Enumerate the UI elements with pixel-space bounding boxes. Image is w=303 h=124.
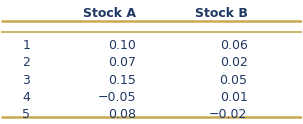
Text: Stock B: Stock B xyxy=(195,7,248,20)
Text: 0.05: 0.05 xyxy=(220,74,248,87)
Text: 0.15: 0.15 xyxy=(108,74,136,87)
Text: 0.08: 0.08 xyxy=(108,108,136,121)
Text: 4: 4 xyxy=(22,91,30,104)
Text: 0.02: 0.02 xyxy=(220,56,248,69)
Text: −0.05: −0.05 xyxy=(98,91,136,104)
Text: 0.06: 0.06 xyxy=(220,39,248,52)
Text: 3: 3 xyxy=(22,74,30,87)
Text: 0.01: 0.01 xyxy=(220,91,248,104)
Text: 0.10: 0.10 xyxy=(108,39,136,52)
Text: 0.07: 0.07 xyxy=(108,56,136,69)
Text: −0.02: −0.02 xyxy=(209,108,248,121)
Text: 2: 2 xyxy=(22,56,30,69)
Text: 1: 1 xyxy=(22,39,30,52)
Text: 5: 5 xyxy=(22,108,30,121)
Text: Stock A: Stock A xyxy=(84,7,136,20)
